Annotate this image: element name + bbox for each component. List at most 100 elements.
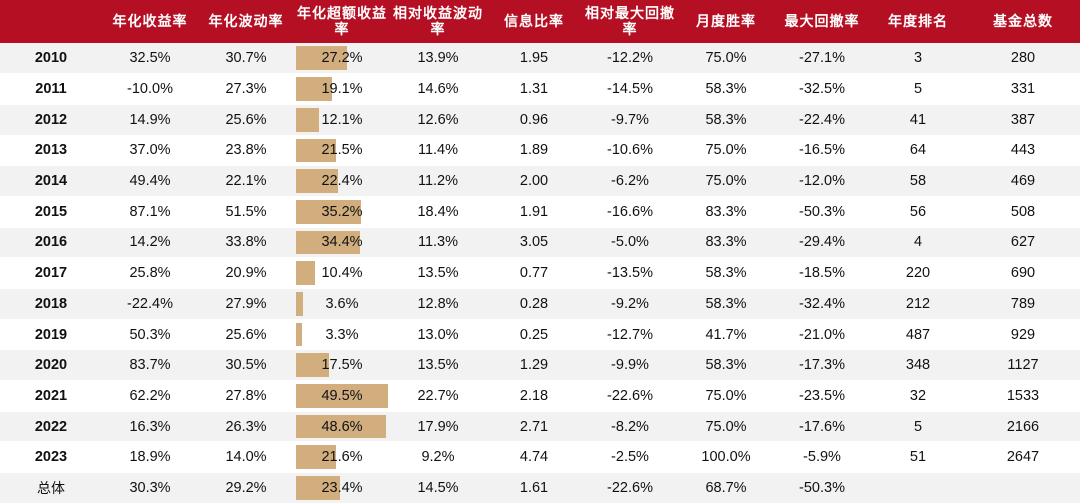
annual-return-cell: 62.2% (102, 380, 198, 412)
header-information-ratio: 信息比率 (504, 13, 564, 30)
fund-count-cell: 2647 (966, 441, 1080, 474)
annual-return-cell: 37.0% (102, 135, 198, 167)
table-row: 2023 18.9% 14.0% 21.6% 9.2% 4.74 -2.5% 1… (0, 441, 1080, 474)
annual-volatility-cell: 26.3% (198, 411, 294, 443)
excess-return-bar (296, 353, 329, 378)
relative-volatility-cell: 12.6% (390, 104, 486, 136)
table-row: 2015 87.1% 51.5% 35.2% 18.4% 1.91 -16.6%… (0, 196, 1080, 228)
annual-return-cell: 87.1% (102, 196, 198, 228)
fund-count-cell: 690 (966, 257, 1080, 289)
excess-return-cell: 12.1% (294, 104, 390, 136)
annual-rank-cell: 487 (870, 319, 966, 351)
annual-return-cell: -10.0% (102, 73, 198, 105)
table-row: 2011 -10.0% 27.3% 19.1% 14.6% 1.31 -14.5… (0, 73, 1080, 105)
relative-max-drawdown-cell: -22.6% (582, 472, 678, 504)
annual-volatility-cell: 27.8% (198, 380, 294, 412)
year-cell: 2010 (0, 43, 102, 75)
excess-return-bar (296, 46, 347, 71)
monthly-win-rate-cell: 100.0% (678, 441, 774, 474)
table-row: 2014 49.4% 22.1% 22.4% 11.2% 2.00 -6.2% … (0, 165, 1080, 197)
year-cell: 2018 (0, 288, 102, 320)
information-ratio-cell: 3.05 (486, 227, 582, 259)
excess-return-value: 23.4% (321, 479, 363, 496)
header-row: 年化收益率 年化波动率 年化超额收益率 相对收益波动率 信息比率 相对最大回撤率… (0, 0, 1080, 43)
relative-max-drawdown-cell: -22.6% (582, 380, 678, 412)
monthly-win-rate-cell: 75.0% (678, 43, 774, 75)
header-excess-return: 年化超额收益率 (297, 5, 387, 38)
annual-rank-cell: 5 (870, 411, 966, 443)
excess-return-bar (296, 169, 338, 193)
annual-return-cell: 50.3% (102, 319, 198, 351)
monthly-win-rate-cell: 75.0% (678, 165, 774, 197)
information-ratio-cell: 1.91 (486, 196, 582, 228)
max-drawdown-cell: -18.5% (774, 257, 870, 289)
annual-rank-cell: 4 (870, 227, 966, 259)
excess-return-cell: 3.3% (294, 319, 390, 351)
annual-volatility-cell: 22.1% (198, 165, 294, 197)
relative-volatility-cell: 17.9% (390, 411, 486, 443)
annual-return-cell: 14.9% (102, 104, 198, 136)
relative-volatility-cell: 12.8% (390, 288, 486, 320)
year-cell: 2013 (0, 135, 102, 167)
information-ratio-cell: 1.95 (486, 43, 582, 75)
year-cell: 2011 (0, 73, 102, 105)
table-row: 总体 30.3% 29.2% 23.4% 14.5% 1.61 -22.6% 6… (0, 472, 1080, 504)
relative-max-drawdown-cell: -6.2% (582, 165, 678, 197)
annual-volatility-cell: 51.5% (198, 196, 294, 228)
information-ratio-cell: 1.89 (486, 135, 582, 167)
information-ratio-cell: 1.31 (486, 73, 582, 105)
annual-volatility-cell: 20.9% (198, 257, 294, 289)
annual-rank-cell: 56 (870, 196, 966, 228)
excess-return-value: 19.1% (321, 81, 363, 98)
relative-volatility-cell: 11.4% (390, 135, 486, 167)
annual-volatility-cell: 27.3% (198, 73, 294, 105)
max-drawdown-cell: -50.3% (774, 472, 870, 504)
annual-volatility-cell: 30.7% (198, 43, 294, 75)
header-fund-count: 基金总数 (993, 13, 1053, 30)
annual-return-cell: 30.3% (102, 472, 198, 504)
header-annual-volatility: 年化波动率 (208, 13, 284, 30)
year-cell: 2022 (0, 411, 102, 443)
annual-return-cell: 14.2% (102, 227, 198, 259)
table-row: 2017 25.8% 20.9% 10.4% 13.5% 0.77 -13.5%… (0, 257, 1080, 289)
excess-return-bar (296, 138, 336, 163)
fund-count-cell: 331 (966, 73, 1080, 105)
relative-max-drawdown-cell: -9.7% (582, 104, 678, 136)
fund-count-cell: 1127 (966, 349, 1080, 382)
relative-max-drawdown-cell: -13.5% (582, 257, 678, 289)
max-drawdown-cell: -17.3% (774, 349, 870, 382)
annual-return-cell: 49.4% (102, 165, 198, 197)
year-cell: 2020 (0, 349, 102, 382)
annual-volatility-cell: 23.8% (198, 135, 294, 167)
relative-max-drawdown-cell: -9.2% (582, 288, 678, 320)
excess-return-bar (296, 414, 387, 439)
annual-rank-cell: 32 (870, 380, 966, 412)
monthly-win-rate-cell: 58.3% (678, 73, 774, 105)
fund-count-cell: 1533 (966, 380, 1080, 412)
max-drawdown-cell: -5.9% (774, 441, 870, 474)
max-drawdown-cell: -12.0% (774, 165, 870, 197)
annual-rank-cell: 5 (870, 73, 966, 105)
year-cell: 2014 (0, 165, 102, 197)
excess-return-cell: 34.4% (294, 227, 390, 259)
information-ratio-cell: 2.71 (486, 411, 582, 443)
monthly-win-rate-cell: 75.0% (678, 380, 774, 412)
fund-count-cell: 443 (966, 135, 1080, 167)
year-cell: 2021 (0, 380, 102, 412)
excess-return-cell: 19.1% (294, 73, 390, 105)
max-drawdown-cell: -21.0% (774, 319, 870, 351)
table-row: 2020 83.7% 30.5% 17.5% 13.5% 1.29 -9.9% … (0, 349, 1080, 382)
annual-volatility-cell: 27.9% (198, 288, 294, 320)
relative-volatility-cell: 18.4% (390, 196, 486, 228)
annual-return-cell: 16.3% (102, 411, 198, 443)
excess-return-value: 17.5% (321, 357, 363, 374)
information-ratio-cell: 0.25 (486, 319, 582, 351)
monthly-win-rate-cell: 83.3% (678, 227, 774, 259)
table-row: 2019 50.3% 25.6% 3.3% 13.0% 0.25 -12.7% … (0, 319, 1080, 351)
header-annual-rank: 年度排名 (888, 13, 948, 30)
table-row: 2022 16.3% 26.3% 48.6% 17.9% 2.71 -8.2% … (0, 411, 1080, 443)
information-ratio-cell: 0.77 (486, 257, 582, 289)
table-row: 2012 14.9% 25.6% 12.1% 12.6% 0.96 -9.7% … (0, 104, 1080, 136)
max-drawdown-cell: -23.5% (774, 380, 870, 412)
header-monthly-win-rate: 月度胜率 (696, 13, 756, 30)
